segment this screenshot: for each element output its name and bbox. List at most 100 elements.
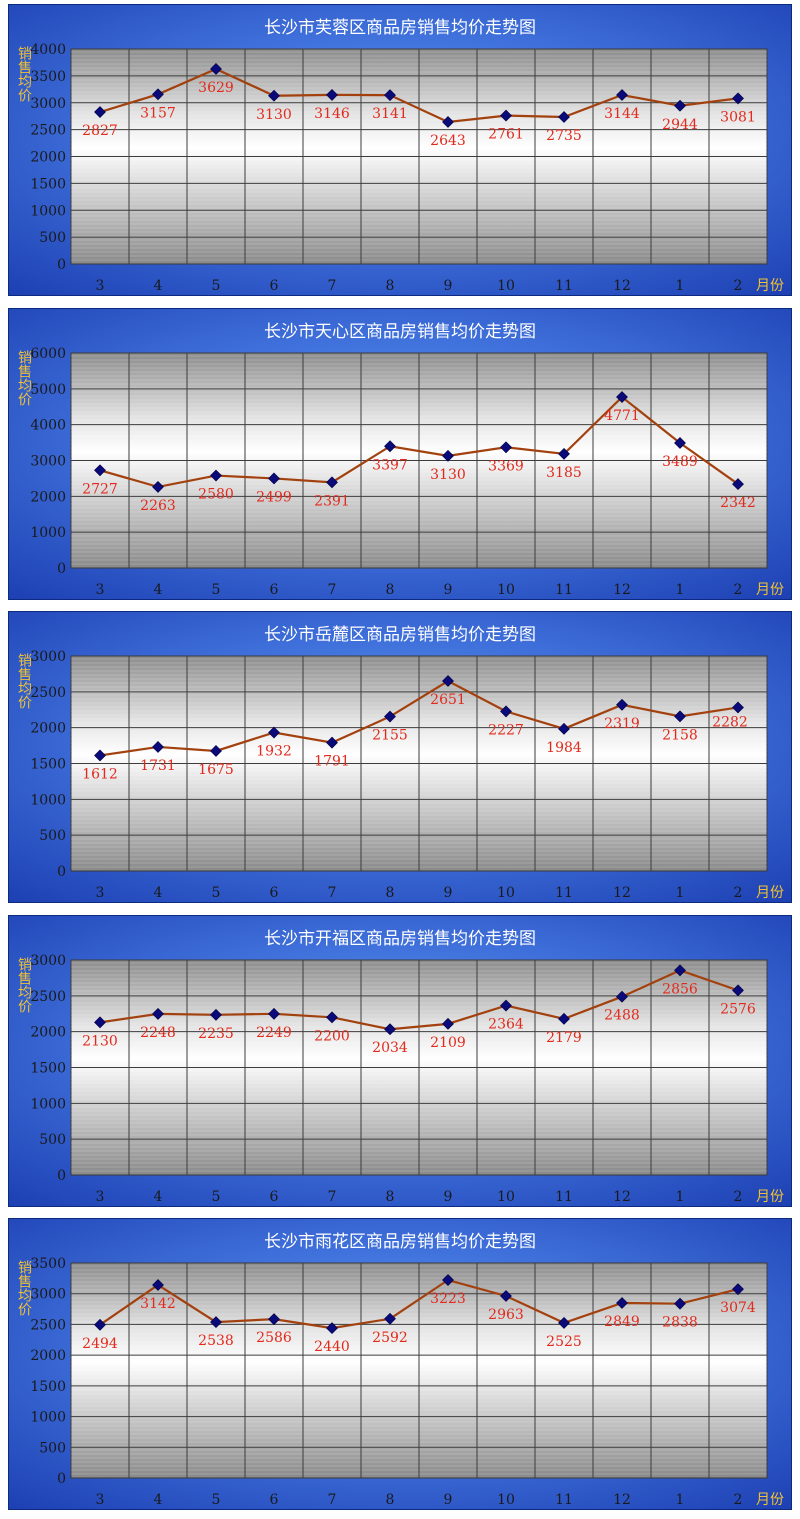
data-point-marker — [152, 1279, 164, 1291]
y-axis-label: 销售均价 — [16, 653, 32, 709]
data-label: 2849 — [604, 1314, 640, 1330]
y-tick-label: 1500 — [30, 757, 66, 773]
data-point-marker — [442, 449, 454, 462]
data-label: 2727 — [82, 481, 118, 497]
gridlines — [71, 49, 767, 264]
data-point-marker — [326, 1322, 338, 1335]
data-point-marker — [616, 990, 628, 1003]
y-tick-label: 5000 — [30, 382, 66, 398]
data-label: 3130 — [430, 467, 466, 483]
x-tick-label: 12 — [613, 582, 631, 598]
x-tick-label: 4 — [154, 278, 163, 294]
series-line — [99, 395, 739, 489]
x-tick-label: 7 — [328, 582, 337, 598]
x-tick-label: 12 — [613, 1189, 631, 1205]
data-point-marker — [210, 469, 222, 482]
y-tick-label: 0 — [57, 1471, 66, 1487]
data-point-marker — [500, 109, 512, 122]
y-tick-label: 500 — [39, 230, 66, 246]
data-label: 2586 — [256, 1330, 292, 1346]
x-tick-label: 8 — [386, 582, 395, 598]
x-tick-label: 10 — [497, 278, 515, 294]
x-tick-label: 7 — [328, 885, 337, 901]
data-point-marker — [442, 1017, 454, 1030]
data-point-marker — [558, 1316, 570, 1329]
x-axis-label: 月份 — [756, 1189, 784, 1205]
x-tick-label: 1 — [676, 1492, 685, 1508]
y-axis-label: 销售均价 — [16, 350, 32, 406]
x-tick-label: 5 — [212, 278, 221, 294]
x-tick-label: 11 — [555, 1189, 573, 1205]
series-line — [99, 679, 739, 757]
data-point-marker — [384, 710, 396, 723]
x-tick-label: 2 — [734, 278, 743, 294]
gridlines — [71, 1263, 767, 1478]
data-point-marker — [732, 984, 744, 997]
x-tick-label: 2 — [734, 1492, 743, 1508]
x-tick-label: 3 — [96, 582, 105, 598]
y-tick-label: 2000 — [30, 150, 66, 166]
data-label: 2525 — [546, 1334, 582, 1350]
x-tick-label: 10 — [497, 1189, 515, 1205]
data-label: 2944 — [662, 117, 698, 133]
chart-title: 长沙市岳麓区商品房销售均价走势图 — [264, 625, 536, 645]
data-label: 2235 — [198, 1026, 234, 1042]
chart-panel-3: 0 500 1000 1500 2000 2500 3000 长沙市岳麓区商品房销售均价走势图… — [8, 611, 792, 903]
x-tick-label: 4 — [154, 1492, 163, 1508]
data-point-marker — [268, 1313, 280, 1326]
data-label: 2440 — [314, 1339, 350, 1355]
x-tick-label: 7 — [328, 278, 337, 294]
x-tick-label: 2 — [734, 582, 743, 598]
x-tick-label: 10 — [497, 1492, 515, 1508]
x-tick-label: 5 — [212, 1492, 221, 1508]
y-tick-label: 3500 — [30, 69, 66, 85]
data-label: 3397 — [372, 457, 408, 473]
data-label: 2200 — [314, 1028, 350, 1044]
data-label: 2538 — [198, 1333, 234, 1349]
y-tick-label: 2000 — [30, 721, 66, 737]
x-tick-label: 7 — [328, 1189, 337, 1205]
data-label: 3629 — [198, 80, 234, 96]
line-chart: 0 500 1000 1500 2000 2500 3000 长沙市开福区商品房销售均价走势图… — [8, 915, 792, 1207]
y-tick-label: 4000 — [30, 418, 66, 434]
data-point-marker — [732, 92, 744, 105]
x-tick-label: 6 — [270, 582, 279, 598]
y-tick-label: 2000 — [30, 1348, 66, 1364]
x-tick-label: 6 — [270, 1189, 279, 1205]
x-tick-label: 8 — [386, 1492, 395, 1508]
data-point-marker — [442, 675, 454, 687]
y-tick-label: 3000 — [30, 953, 66, 969]
y-tick-label: 500 — [39, 1440, 66, 1456]
x-tick-label: 8 — [386, 885, 395, 901]
y-tick-label: 2500 — [30, 685, 66, 701]
data-point-marker — [674, 437, 686, 449]
y-tick-label: 500 — [39, 1132, 66, 1148]
data-point-marker — [384, 1023, 396, 1036]
data-label: 2827 — [82, 123, 118, 139]
data-point-marker — [210, 1316, 222, 1329]
data-point-marker — [674, 1297, 686, 1310]
data-point-marker — [616, 391, 628, 403]
x-tick-label: 9 — [444, 1189, 453, 1205]
data-label: 2179 — [546, 1030, 582, 1046]
x-tick-label: 10 — [497, 582, 515, 598]
data-point-marker — [500, 441, 512, 454]
data-label: 2391 — [314, 493, 350, 509]
data-label: 1675 — [198, 762, 234, 778]
data-label: 4771 — [604, 408, 640, 424]
data-point-marker — [152, 88, 164, 101]
data-point-marker — [384, 89, 396, 102]
x-axis-label: 月份 — [756, 582, 784, 598]
chart-panel-2: 0 1000 2000 3000 4000 5000 6000 长沙市天心区商品房销售均价走势… — [8, 308, 792, 600]
data-point-marker — [384, 1312, 396, 1325]
line-chart: 0 500 1000 1500 2000 2500 3000 长沙市岳麓区商品房销售均价走势图… — [8, 611, 792, 903]
data-point-marker — [732, 701, 744, 714]
data-point-marker — [616, 89, 628, 101]
data-label: 2130 — [82, 1033, 118, 1049]
chart-title: 长沙市天心区商品房销售均价走势图 — [264, 322, 536, 342]
y-tick-label: 4000 — [30, 42, 66, 58]
chart-panel-1: 0 500 1000 1500 2000 2500 3000 3500 4000 长沙市芙蓉区商品… — [8, 4, 792, 296]
data-label: 1731 — [140, 758, 176, 774]
x-tick-label: 1 — [676, 278, 685, 294]
x-tick-label: 3 — [96, 1492, 105, 1508]
